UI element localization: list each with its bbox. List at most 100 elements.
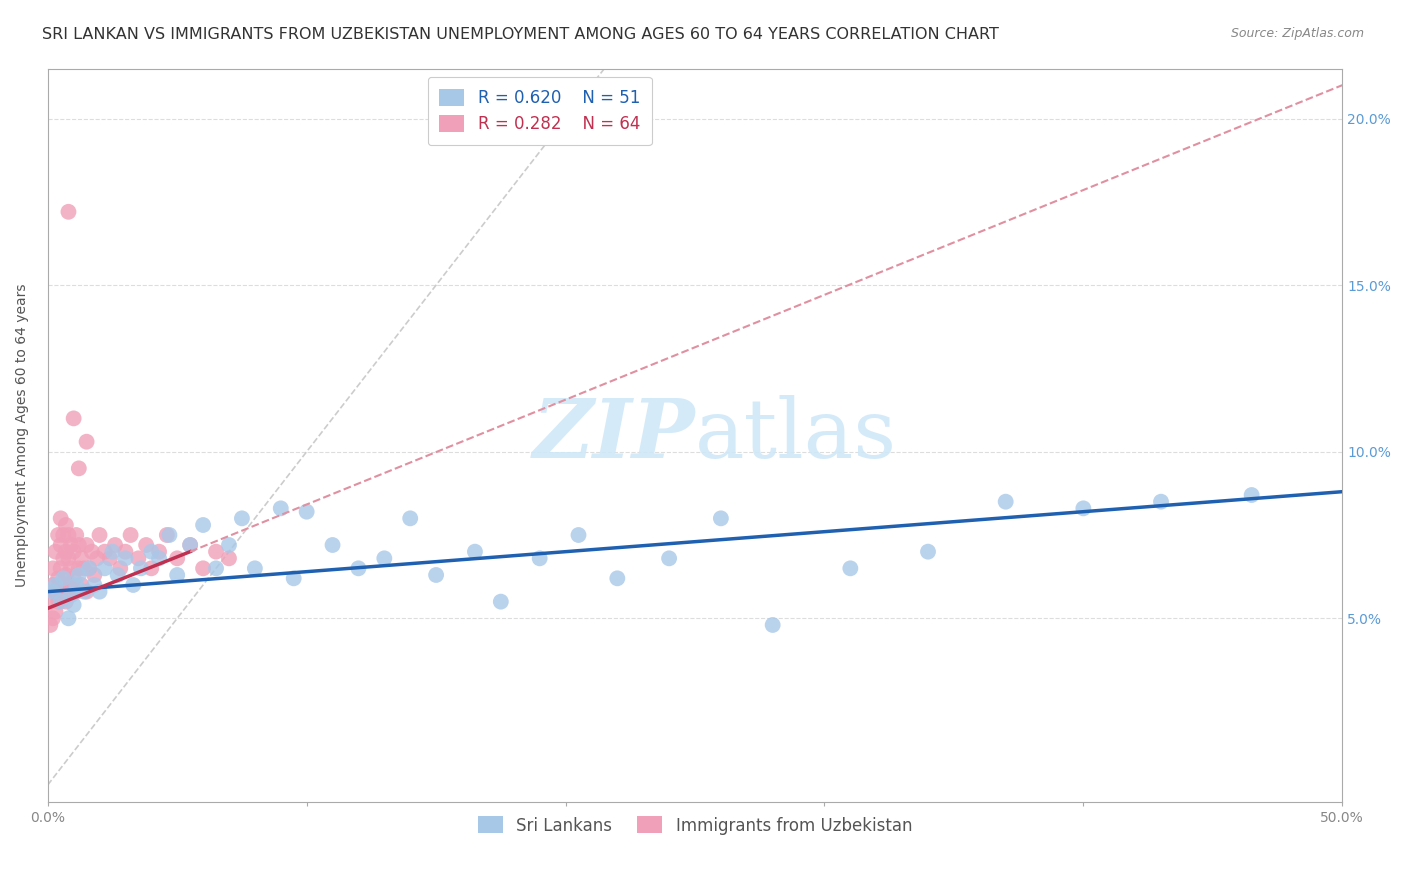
Point [93, 544, 115, 558]
Point [76, 584, 98, 599]
Point [55, 518, 77, 533]
Point [62, 411, 84, 425]
Point [60, 588, 83, 602]
Point [762, 618, 785, 632]
Point [127, 551, 149, 566]
Point [67, 538, 90, 552]
Point [49, 584, 72, 599]
Point [135, 538, 157, 552]
Point [159, 528, 181, 542]
Point [166, 551, 188, 566]
Point [179, 538, 201, 552]
Point [49, 561, 72, 575]
Point [42, 584, 65, 599]
Point [93, 561, 115, 575]
Point [58, 528, 80, 542]
Point [231, 511, 253, 525]
Point [425, 568, 447, 582]
Point [77, 561, 100, 575]
Point [567, 528, 589, 542]
Point [295, 505, 318, 519]
Point [55, 544, 77, 558]
Point [76, 538, 98, 552]
Point [191, 561, 214, 575]
Point [39, 594, 62, 608]
Point [606, 571, 628, 585]
Point [46, 594, 69, 608]
Point [42, 611, 65, 625]
Point [658, 551, 681, 566]
Point [110, 561, 132, 575]
Point [489, 594, 512, 608]
Point [243, 561, 266, 575]
Point [86, 551, 108, 566]
Point [83, 568, 105, 582]
Point [122, 578, 145, 592]
Point [710, 511, 733, 525]
Point [67, 568, 90, 582]
Point [58, 551, 80, 566]
Point [994, 494, 1017, 508]
Point [1150, 494, 1173, 508]
Y-axis label: Unemployment Among Ages 60 to 64 years: Unemployment Among Ages 60 to 64 years [15, 284, 30, 587]
Point [464, 544, 486, 558]
Legend: Sri Lankans, Immigrants from Uzbekistan: Sri Lankans, Immigrants from Uzbekistan [468, 806, 922, 845]
Point [42, 561, 65, 575]
Point [166, 568, 188, 582]
Point [58, 204, 80, 219]
Point [65, 578, 87, 592]
Point [205, 544, 228, 558]
Point [205, 561, 228, 575]
Point [77, 561, 100, 575]
Point [120, 528, 142, 542]
Point [101, 544, 124, 558]
Point [1073, 501, 1095, 516]
Text: Source: ZipAtlas.com: Source: ZipAtlas.com [1230, 27, 1364, 40]
Point [347, 561, 370, 575]
Point [129, 561, 152, 575]
Point [73, 561, 96, 575]
Point [42, 578, 65, 592]
Point [148, 551, 170, 566]
Point [44, 544, 66, 558]
Point [52, 551, 75, 566]
Point [55, 568, 77, 582]
Point [191, 518, 214, 533]
Point [70, 578, 93, 592]
Point [70, 551, 93, 566]
Point [58, 611, 80, 625]
Point [218, 538, 240, 552]
Point [89, 584, 111, 599]
Point [39, 618, 62, 632]
Point [44, 605, 66, 619]
Point [283, 571, 305, 585]
Point [80, 544, 103, 558]
Point [52, 528, 75, 542]
Point [60, 561, 83, 575]
Point [529, 551, 551, 566]
Point [44, 584, 66, 599]
Point [52, 571, 75, 585]
Point [60, 538, 83, 552]
Point [1240, 488, 1263, 502]
Point [55, 594, 77, 608]
Point [89, 528, 111, 542]
Point [73, 584, 96, 599]
Point [98, 551, 121, 566]
Text: atlas: atlas [695, 395, 897, 475]
Point [65, 528, 87, 542]
Point [62, 571, 84, 585]
Point [373, 551, 395, 566]
Point [65, 584, 87, 599]
Point [62, 598, 84, 612]
Point [156, 528, 179, 542]
Point [49, 538, 72, 552]
Point [67, 561, 90, 575]
Point [839, 561, 862, 575]
Point [58, 578, 80, 592]
Point [49, 511, 72, 525]
Point [114, 544, 136, 558]
Point [107, 568, 129, 582]
Point [52, 578, 75, 592]
Point [218, 551, 240, 566]
